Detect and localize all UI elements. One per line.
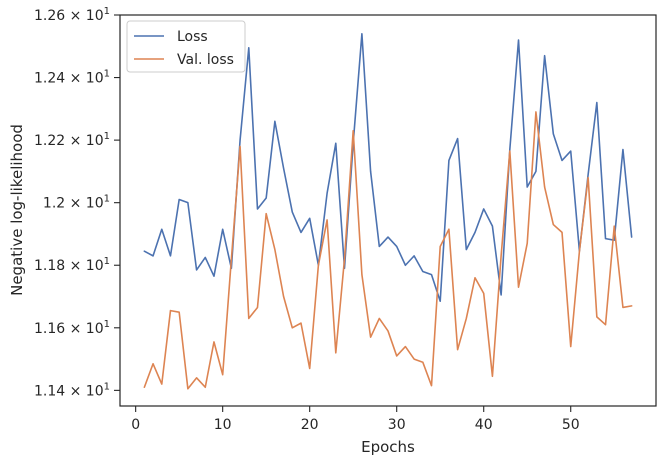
y-tick-label: 1.2 × 101 xyxy=(43,194,110,212)
y-axis-label: Negative log-likelihood xyxy=(8,124,26,296)
legend-label-loss: Loss xyxy=(177,29,208,45)
legend: Loss Val. loss xyxy=(126,20,246,73)
x-tick-label: 10 xyxy=(214,417,232,433)
legend-label-val-loss: Val. loss xyxy=(177,52,234,68)
series-line-loss xyxy=(143,32,633,303)
y-tick-label: 1.24 × 101 xyxy=(34,69,110,87)
y-axis: 1.14 × 101 1.16 × 101 1.18 × 101 1.2 × 101 1… xyxy=(34,6,120,399)
series-line-val-loss xyxy=(143,111,633,390)
y-tick-label: 1.22 × 101 xyxy=(34,131,110,149)
plot-frame xyxy=(119,14,657,407)
series-layer xyxy=(143,32,633,390)
x-tick-label: 0 xyxy=(131,417,140,433)
x-tick-label: 40 xyxy=(475,417,493,433)
x-tick-label: 20 xyxy=(301,417,319,433)
y-tick-label: 1.14 × 101 xyxy=(34,381,110,399)
x-tick-label: 50 xyxy=(562,417,580,433)
y-tick-label: 1.18 × 101 xyxy=(34,256,110,274)
x-tick-label: 30 xyxy=(388,417,406,433)
y-tick-label: 1.26 × 101 xyxy=(34,6,110,24)
x-axis-label: Epochs xyxy=(361,438,415,456)
y-tick-label: 1.16 × 101 xyxy=(34,319,110,337)
x-axis: 0 10 20 30 40 50 xyxy=(131,406,580,433)
